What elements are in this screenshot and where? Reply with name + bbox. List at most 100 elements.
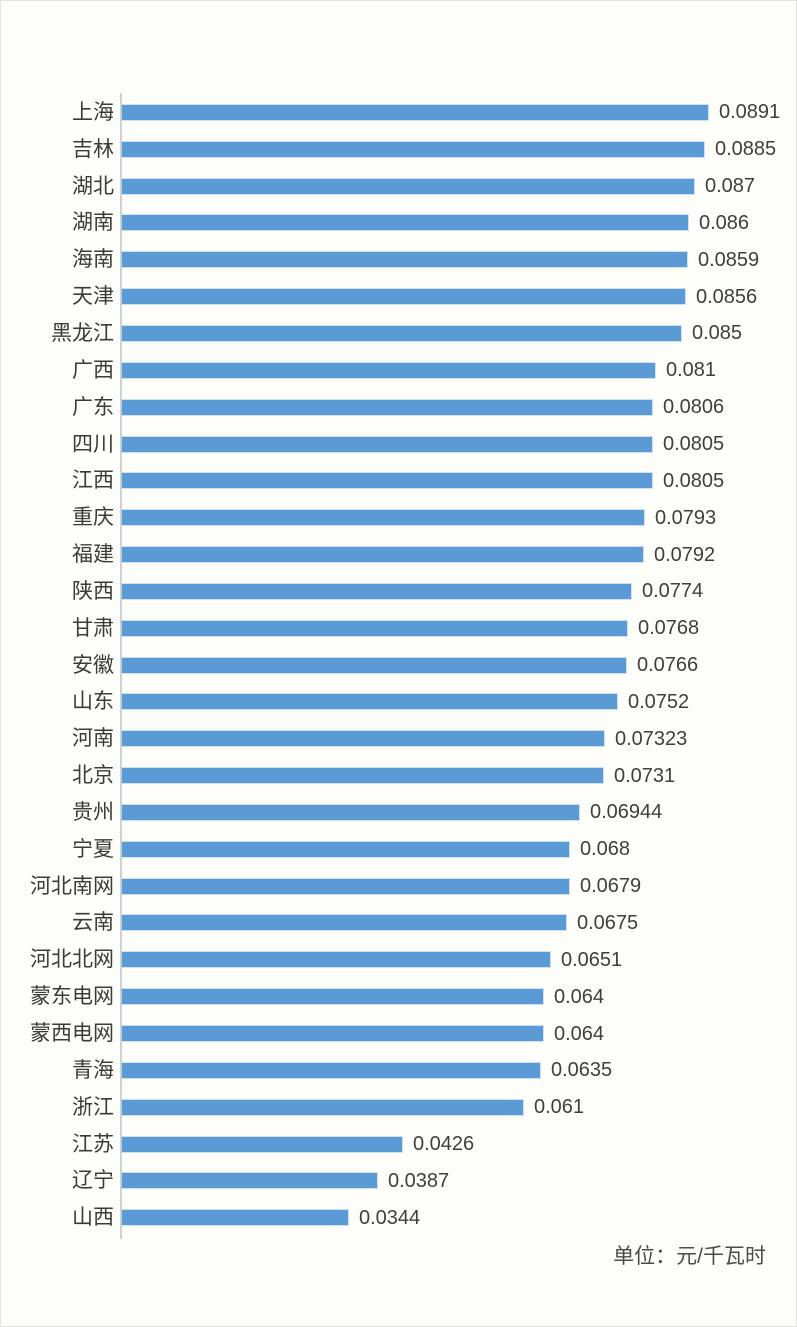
- value-label: 0.0805: [663, 433, 725, 456]
- value-bar: [122, 1173, 377, 1189]
- value-bar: [122, 362, 655, 378]
- category-label: 蒙西电网: [30, 1022, 114, 1046]
- value-label: 0.0731: [614, 764, 676, 787]
- bar-track: 0.06944: [122, 794, 796, 831]
- value-bar: [122, 325, 681, 341]
- value-bar: [122, 215, 688, 231]
- bar-track: 0.0344: [122, 1199, 796, 1236]
- value-bar: [122, 915, 566, 931]
- bar-track: 0.0774: [122, 573, 796, 610]
- value-bar: [122, 104, 708, 120]
- value-label: 0.064: [554, 1022, 605, 1045]
- category-label: 四川: [72, 432, 114, 456]
- category-label: 上海: [72, 100, 114, 124]
- category-label: 海南: [72, 248, 114, 272]
- value-label: 0.06944: [590, 801, 663, 824]
- bar-track: 0.061: [122, 1089, 796, 1126]
- category-label: 河北北网: [30, 948, 114, 972]
- value-bar: [122, 547, 643, 563]
- bar-track: 0.068: [122, 831, 796, 868]
- category-label: 山东: [72, 690, 114, 714]
- bar-track: 0.0806: [122, 389, 796, 426]
- value-label: 0.0793: [655, 506, 717, 529]
- bar-row: 贵州 0.06944: [1, 794, 796, 831]
- bar-row: 上海 0.0891: [1, 94, 796, 131]
- category-label: 黑龙江: [51, 321, 114, 345]
- category-label: 河南: [72, 727, 114, 751]
- value-bar: [122, 473, 652, 489]
- bar-track: 0.0793: [122, 499, 796, 536]
- bar-row: 海南 0.0859: [1, 241, 796, 278]
- value-label: 0.064: [554, 985, 605, 1008]
- bar-row: 四川 0.0805: [1, 426, 796, 463]
- bar-row: 青海 0.0635: [1, 1052, 796, 1089]
- bar-row: 福建 0.0792: [1, 536, 796, 573]
- value-label: 0.061: [534, 1096, 585, 1119]
- y-axis-line: [120, 93, 122, 1239]
- bar-row: 山西 0.0344: [1, 1199, 796, 1236]
- category-label: 河北南网: [30, 874, 114, 898]
- value-label: 0.0806: [663, 396, 725, 419]
- value-label: 0.0426: [413, 1133, 475, 1156]
- value-bar: [122, 1062, 540, 1078]
- bar-track: 0.0675: [122, 905, 796, 942]
- bar-track: 0.0635: [122, 1052, 796, 1089]
- bar-row: 甘肃 0.0768: [1, 610, 796, 647]
- bar-row: 广东 0.0806: [1, 389, 796, 426]
- category-label: 山西: [72, 1206, 114, 1230]
- value-label: 0.0635: [551, 1059, 613, 1082]
- bar-row: 湖北 0.087: [1, 168, 796, 205]
- bar-row: 河南 0.07323: [1, 720, 796, 757]
- category-label: 湖北: [72, 174, 114, 198]
- value-label: 0.0805: [663, 469, 725, 492]
- category-label: 青海: [72, 1058, 114, 1082]
- bar-row: 重庆 0.0793: [1, 499, 796, 536]
- bar-row: 陕西 0.0774: [1, 573, 796, 610]
- category-label: 江苏: [72, 1132, 114, 1156]
- category-label: 宁夏: [72, 837, 114, 861]
- category-label: 辽宁: [72, 1169, 114, 1193]
- category-label: 浙江: [72, 1095, 114, 1119]
- bar-track: 0.064: [122, 978, 796, 1015]
- unit-note: 单位：元/千瓦时: [613, 1245, 766, 1268]
- value-bar: [122, 731, 604, 747]
- value-label: 0.0768: [638, 617, 700, 640]
- value-label: 0.0856: [696, 285, 758, 308]
- bar-track: 0.086: [122, 205, 796, 242]
- bar-track: 0.0885: [122, 131, 796, 168]
- bar-track: 0.0752: [122, 684, 796, 721]
- value-bar: [122, 841, 569, 857]
- bar-track: 0.07323: [122, 720, 796, 757]
- bar-row: 江苏 0.0426: [1, 1126, 796, 1163]
- value-label: 0.0679: [580, 875, 642, 898]
- bar-row: 湖南 0.086: [1, 205, 796, 242]
- value-label: 0.0387: [388, 1169, 450, 1192]
- bar-track: 0.0805: [122, 426, 796, 463]
- value-bar: [122, 399, 652, 415]
- category-label: 广西: [72, 358, 114, 382]
- bar-track: 0.0731: [122, 757, 796, 794]
- value-label: 0.0891: [719, 101, 781, 124]
- bar-track: 0.0859: [122, 241, 796, 278]
- category-label: 甘肃: [72, 616, 114, 640]
- category-label: 蒙东电网: [30, 985, 114, 1009]
- bar-row: 蒙东电网 0.064: [1, 978, 796, 1015]
- value-bar: [122, 141, 704, 157]
- category-label: 重庆: [72, 506, 114, 530]
- value-bar: [122, 1210, 348, 1226]
- category-label: 广东: [72, 395, 114, 419]
- bar-row: 云南 0.0675: [1, 905, 796, 942]
- category-label: 福建: [72, 543, 114, 567]
- bar-row: 吉林 0.0885: [1, 131, 796, 168]
- bar-track: 0.0679: [122, 868, 796, 905]
- category-label: 安徽: [72, 653, 114, 677]
- category-label: 江西: [72, 469, 114, 493]
- bar-track: 0.081: [122, 352, 796, 389]
- value-label: 0.087: [705, 175, 756, 198]
- value-label: 0.0774: [642, 580, 704, 603]
- bar-track: 0.0426: [122, 1126, 796, 1163]
- value-bar: [122, 1136, 402, 1152]
- bar-track: 0.0792: [122, 536, 796, 573]
- value-bar: [122, 510, 644, 526]
